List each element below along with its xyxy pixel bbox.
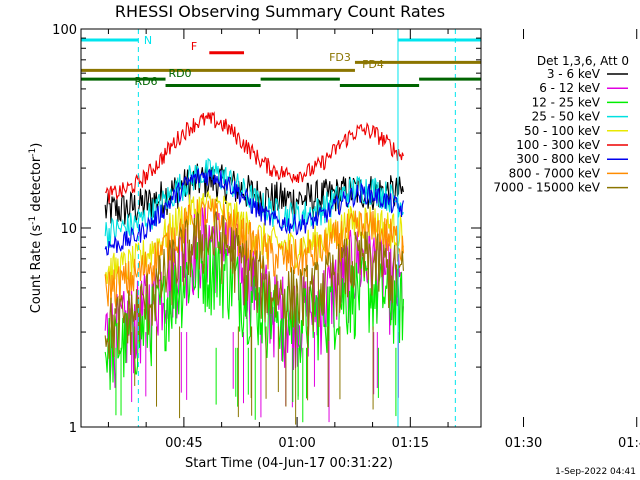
trace-100-300keV [104, 111, 404, 204]
trace-800-7000keV [104, 198, 404, 308]
legend-label: 100 - 300 keV [516, 138, 600, 152]
legend-label: 800 - 7000 keV [509, 166, 601, 180]
legend-label: 50 - 100 keV [524, 124, 601, 138]
flag-label-FD3: FD3 [329, 51, 351, 64]
y-axis-label: Count Rate (s-1 detector-1) [28, 143, 44, 314]
flag-label-FD4: FD4 [362, 58, 384, 71]
flag-label-RD6: RD6 [134, 75, 157, 88]
flag-label-RD0: RD0 [168, 67, 191, 80]
trace-7000-15000keV [104, 211, 404, 359]
x-axis-label: Start Time (04-Jun-17 00:31:22) [185, 456, 393, 471]
y-tick-label: 100 [52, 23, 77, 38]
trace-300-800keV [104, 167, 404, 256]
legend-label: 25 - 50 keV [532, 110, 601, 124]
legend-label: 3 - 6 keV [547, 67, 601, 81]
x-tick-label: 01:45 [618, 436, 640, 451]
generation-timestamp: 1-Sep-2022 04:41 [555, 467, 636, 477]
y-tick-label: 10 [60, 222, 77, 237]
legend-label: 6 - 12 keV [539, 81, 601, 95]
status-flags [81, 38, 481, 88]
boundary-lines [81, 29, 456, 427]
chart-title: RHESSI Observing Summary Count Rates [115, 2, 445, 21]
flag-label-N: N [144, 34, 152, 47]
legend-label: 7000 - 15000 keV [493, 181, 600, 195]
x-tick-label: 01:30 [505, 436, 542, 451]
x-tick-label: 01:15 [392, 436, 429, 451]
rate-traces [104, 111, 404, 425]
legend-label: 300 - 800 keV [516, 152, 600, 166]
flag-labels: N F FD3 FD4 RD0 RD6 [134, 34, 383, 88]
x-tick-label: 00:45 [165, 436, 202, 451]
trace-3-6keV [104, 163, 404, 225]
y-tick-label: 1 [69, 421, 77, 436]
flag-label-F: F [191, 40, 197, 53]
legend-header: Det 1,3,6, Att 0 [537, 54, 629, 68]
legend-label: 12 - 25 keV [532, 95, 601, 109]
x-tick-label: 01:00 [278, 436, 315, 451]
